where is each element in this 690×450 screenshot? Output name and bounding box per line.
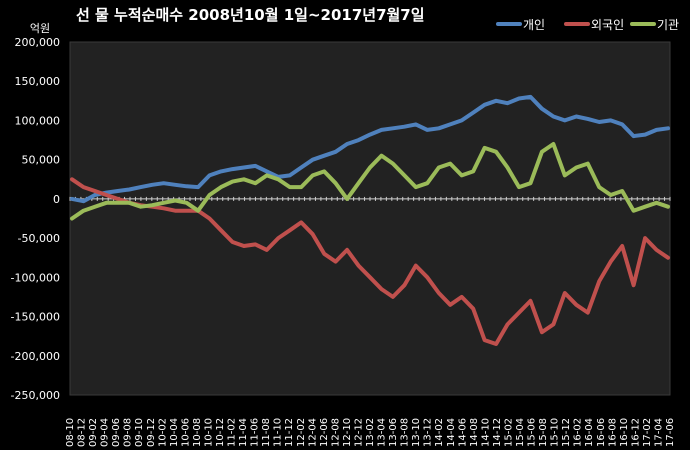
x-tick-label: 14-02 bbox=[434, 418, 445, 447]
y-tick-label: -250,000 bbox=[11, 389, 60, 402]
x-tick-label: 16-10 bbox=[619, 418, 630, 447]
x-tick-label: 09-06 bbox=[111, 418, 122, 447]
x-tick-label: 12-06 bbox=[319, 418, 330, 447]
x-tick-label: 11-10 bbox=[273, 418, 284, 447]
x-tick-label: 13-08 bbox=[400, 418, 411, 447]
x-tick-label: 09-02 bbox=[88, 418, 99, 447]
x-tick-label: 14-04 bbox=[446, 418, 457, 447]
x-tick-label: 16-12 bbox=[630, 418, 641, 447]
y-tick-label: -200,000 bbox=[11, 350, 60, 363]
x-tick-label: 14-12 bbox=[492, 418, 503, 447]
x-tick-label: 15-06 bbox=[527, 418, 538, 447]
x-tick-label: 12-12 bbox=[353, 418, 364, 447]
series-line-0 bbox=[70, 94, 670, 204]
x-tick-label: 13-10 bbox=[411, 418, 422, 447]
x-tick-label: 14-06 bbox=[457, 418, 468, 447]
series-line-2 bbox=[70, 142, 670, 221]
x-tick-label: 16-04 bbox=[584, 418, 595, 447]
y-axis-label: 억원 bbox=[30, 22, 50, 35]
x-tick-label: 10-08 bbox=[192, 418, 203, 447]
x-tick-label: 11-06 bbox=[250, 418, 261, 447]
x-tick-label: 14-10 bbox=[480, 418, 491, 447]
x-tick-label: 08-12 bbox=[77, 418, 88, 447]
x-tick-label: 13-02 bbox=[365, 418, 376, 447]
x-tick-label: 09-12 bbox=[146, 418, 157, 447]
x-tick-label: 10-02 bbox=[157, 418, 168, 447]
x-tick-label: 17-06 bbox=[665, 418, 676, 447]
x-tick-label: 12-08 bbox=[330, 418, 341, 447]
x-tick-label: 14-08 bbox=[469, 418, 480, 447]
y-axis: 200,000 150,000 100,000 50,000 0 -50,000 -100,… bbox=[11, 36, 670, 402]
x-tick-label: 10-12 bbox=[215, 418, 226, 447]
y-tick-label: -50,000 bbox=[18, 232, 60, 245]
x-tick-label: 16-06 bbox=[596, 418, 607, 447]
x-tick-label: 13-06 bbox=[388, 418, 399, 447]
x-tick-label: 09-08 bbox=[123, 418, 134, 447]
y-tick-label: -100,000 bbox=[11, 271, 60, 284]
plot-area bbox=[69, 41, 671, 396]
x-tick-label: 11-04 bbox=[238, 418, 249, 447]
x-tick-label: 12-02 bbox=[296, 418, 307, 447]
x-tick-label: 15-02 bbox=[503, 418, 514, 447]
x-tick-label: 16-02 bbox=[573, 418, 584, 447]
x-tick-label: 12-10 bbox=[342, 418, 353, 447]
x-tick-label: 08-10 bbox=[65, 418, 76, 447]
legend: 개인 외국인 기관 bbox=[496, 18, 679, 32]
y-tick-label: 50,000 bbox=[22, 154, 61, 167]
x-tick-label: 10-10 bbox=[203, 418, 214, 447]
legend-label-0: 개인 bbox=[523, 18, 545, 32]
x-axis: 08-10 08-12 09-02 09-04 09-06 09-08 09-10 09-12… bbox=[65, 196, 676, 447]
x-tick-label: 15-08 bbox=[538, 418, 549, 447]
x-tick-label: 11-02 bbox=[227, 418, 238, 447]
x-tick-label: 10-06 bbox=[180, 418, 191, 447]
x-tick-label: 17-04 bbox=[653, 418, 664, 447]
x-tick-label: 13-12 bbox=[423, 418, 434, 447]
chart-title: 선 물 누적순매수 2008년10월 1일~2017년7월7일 bbox=[76, 6, 425, 24]
y-tick-label: -150,000 bbox=[11, 311, 60, 324]
x-tick-label: 15-10 bbox=[550, 418, 561, 447]
x-tick-label: 15-04 bbox=[515, 418, 526, 447]
legend-label-2: 기관 bbox=[657, 18, 679, 32]
x-tick-label: 15-12 bbox=[561, 418, 572, 447]
x-tick-label: 10-04 bbox=[169, 418, 180, 447]
series-line-1 bbox=[70, 177, 670, 346]
y-tick-label: 200,000 bbox=[15, 36, 61, 49]
x-tick-label: 13-04 bbox=[377, 418, 388, 447]
x-tick-label: 09-10 bbox=[134, 418, 145, 447]
x-tick-label: 17-02 bbox=[642, 418, 653, 447]
y-tick-label: 100,000 bbox=[15, 114, 61, 127]
x-tick-label: 11-08 bbox=[261, 418, 272, 447]
x-tick-label: 09-04 bbox=[100, 418, 111, 447]
x-tick-label: 16-08 bbox=[607, 418, 618, 447]
series-lines bbox=[70, 94, 670, 346]
y-tick-label: 0 bbox=[53, 193, 60, 206]
x-tick-label: 11-12 bbox=[284, 418, 295, 447]
x-tick-label: 12-04 bbox=[307, 418, 318, 447]
y-tick-label: 150,000 bbox=[15, 75, 61, 88]
legend-label-1: 외국인 bbox=[591, 18, 624, 32]
